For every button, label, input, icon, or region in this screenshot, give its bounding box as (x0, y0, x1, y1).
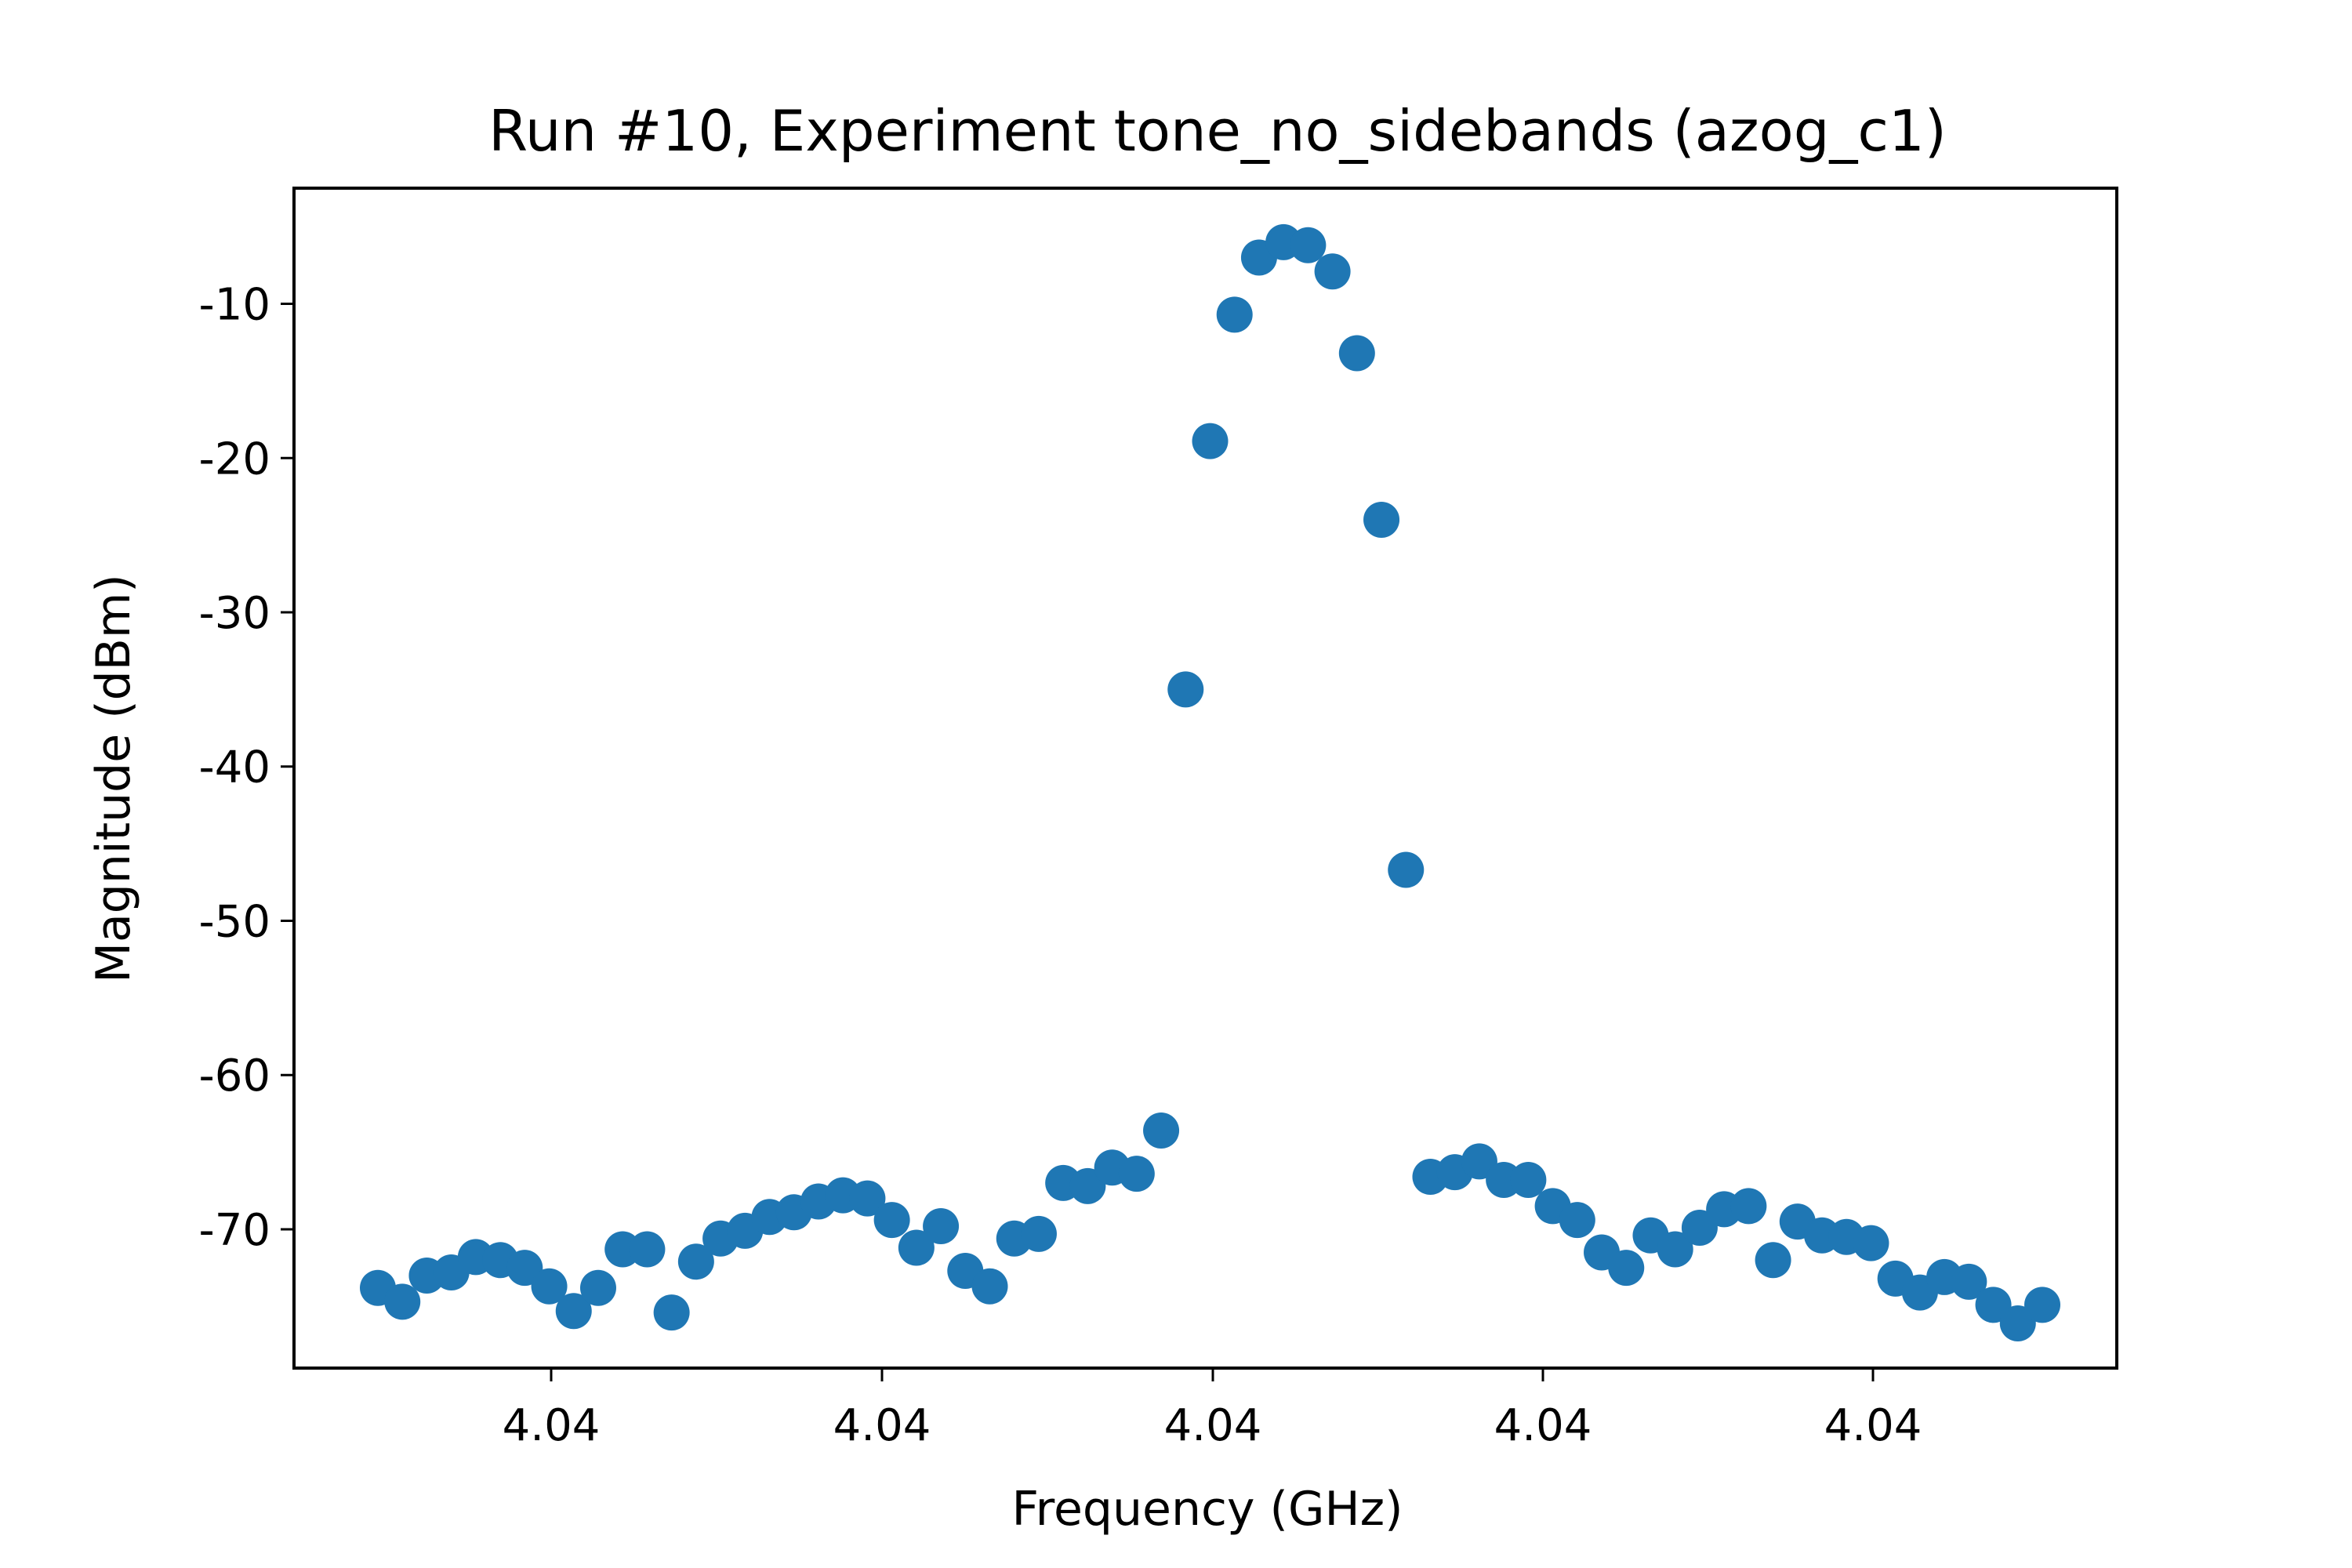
data-point (384, 1283, 421, 1320)
data-point (1020, 1215, 1057, 1252)
data-point (1755, 1242, 1791, 1279)
x-tick-label: 4.04 (1164, 1400, 1262, 1451)
x-axis-ticks: 4.04 4.04 4.04 4.04 4.04 (503, 1368, 1922, 1451)
data-point (1461, 1143, 1497, 1180)
x-tick-label: 4.04 (1494, 1400, 1592, 1451)
x-tick-label: 4.04 (833, 1400, 931, 1451)
data-point (1314, 253, 1351, 290)
x-axis-label: Frequency (GHz) (1012, 1482, 1403, 1537)
data-point (1681, 1209, 1718, 1246)
data-point (1167, 671, 1204, 708)
y-tick-label: -70 (199, 1205, 270, 1256)
data-point (1608, 1250, 1645, 1287)
data-point (1069, 1167, 1106, 1204)
data-point (1338, 335, 1375, 372)
data-point (923, 1208, 960, 1245)
data-point (579, 1269, 616, 1306)
data-points (360, 223, 2060, 1341)
data-point (898, 1229, 935, 1266)
plot-area-frame (292, 187, 2118, 1370)
chart-title: Run #10, Experiment tone_no_sidebands (a… (488, 98, 1947, 164)
y-tick-label: -50 (199, 896, 270, 947)
data-point (971, 1268, 1008, 1305)
data-point (677, 1243, 714, 1280)
data-point (1216, 296, 1253, 333)
y-axis-ticks: -10 -20 -30 -40 -50 -60 -70 (199, 280, 294, 1256)
data-point (506, 1250, 543, 1287)
data-point (873, 1202, 910, 1239)
y-tick-label: -40 (199, 742, 270, 793)
y-axis-label: Magnitude (dBm) (86, 574, 141, 982)
y-tick-label: -20 (199, 434, 270, 485)
y-tick-label: -30 (199, 588, 270, 639)
data-point (1192, 423, 1229, 459)
y-tick-label: -10 (199, 280, 270, 331)
data-point (629, 1231, 666, 1268)
data-point (1118, 1156, 1155, 1192)
data-point (1999, 1305, 2036, 1341)
data-point (1143, 1112, 1180, 1149)
data-point (2024, 1287, 2060, 1323)
data-point (1510, 1161, 1547, 1198)
data-point (1290, 227, 1327, 263)
x-tick-label: 4.04 (503, 1400, 601, 1451)
data-point (1853, 1225, 1889, 1261)
data-point (1951, 1263, 1987, 1300)
data-point (1657, 1231, 1693, 1268)
data-point (531, 1268, 568, 1305)
data-point (1559, 1202, 1595, 1239)
data-point (1388, 851, 1425, 888)
data-point (555, 1293, 592, 1330)
data-point (1730, 1188, 1767, 1225)
data-point (653, 1294, 690, 1331)
x-tick-label: 4.04 (1824, 1400, 1922, 1451)
data-point (849, 1180, 886, 1217)
data-point (1975, 1287, 2012, 1323)
y-tick-label: -60 (199, 1051, 270, 1102)
data-point (1363, 501, 1400, 538)
